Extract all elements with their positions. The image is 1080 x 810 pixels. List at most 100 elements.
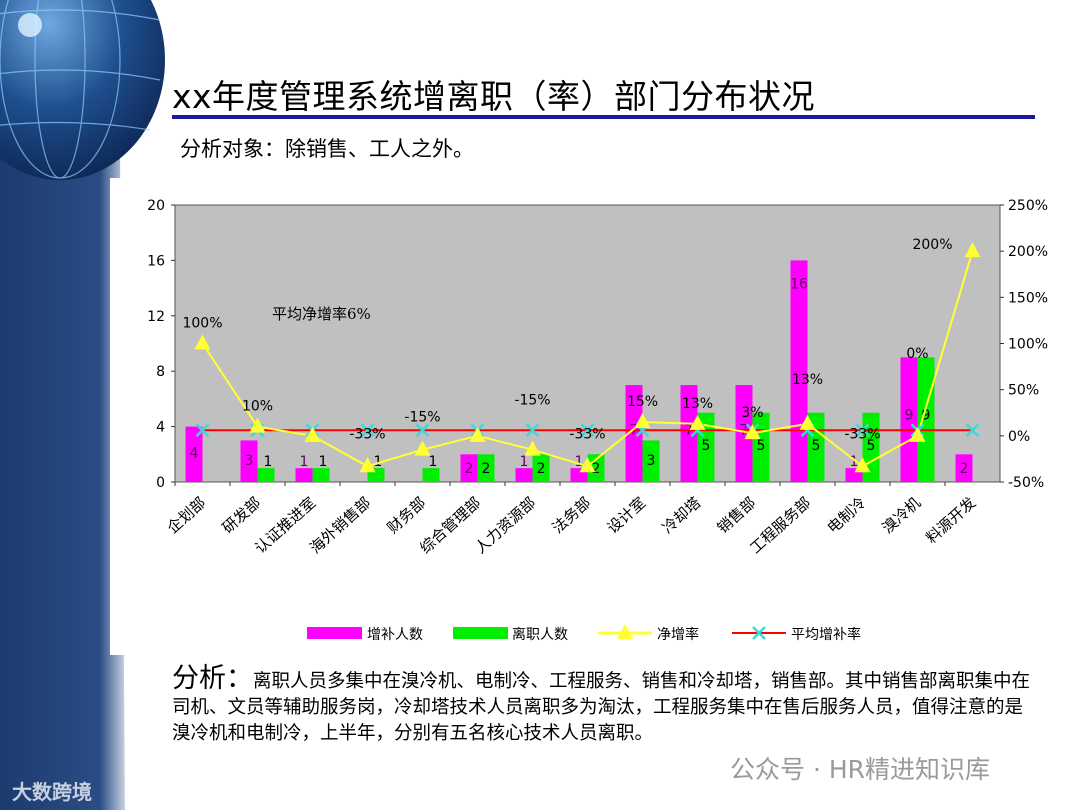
- hires-data-label: 1: [300, 454, 309, 470]
- wechat-watermark: 公众号 · HR精进知识库: [730, 755, 991, 784]
- hires-bar: [240, 440, 258, 482]
- x-axis-category-label: 料源开发: [923, 494, 980, 548]
- legend-label-net-rate: 净增率: [657, 626, 699, 643]
- leavers-bar: [477, 454, 495, 482]
- legend-swatch-leavers: [453, 627, 508, 639]
- legend-triangle-icon: [617, 624, 633, 639]
- net-rate-data-label: -33%: [844, 426, 880, 442]
- right-axis-tick-label: 150%: [1008, 290, 1048, 306]
- analysis-body: 离职人员多集中在溴冷机、电制冷、工程服务、销售和冷却塔，销售部。其中销售部离职集…: [172, 672, 1031, 744]
- net-rate-data-label: -15%: [404, 410, 440, 426]
- leavers-data-label: 3: [647, 453, 656, 469]
- right-axis-tick-label: 100%: [1008, 337, 1048, 353]
- hires-data-label: 1: [575, 454, 584, 470]
- leavers-data-label: 2: [482, 461, 491, 477]
- leavers-data-label: 9: [922, 407, 931, 423]
- x-axis-category-label: 冷却塔: [659, 494, 704, 537]
- hires-data-label: 3: [245, 453, 254, 469]
- analysis-text: 分析：离职人员多集中在溴冷机、电制冷、工程服务、销售和冷却塔，销售部。其中销售部…: [172, 665, 1032, 747]
- net-rate-marker: [909, 426, 926, 442]
- left-blue-strip: [0, 150, 125, 810]
- hires-bar: [955, 454, 973, 482]
- net-rate-marker: [524, 440, 541, 456]
- net-rate-marker: [964, 242, 981, 258]
- avg-rate-marker: [855, 423, 870, 438]
- legend-label-leavers: 离职人数: [512, 626, 568, 643]
- net-rate-marker: [689, 414, 706, 430]
- legend-x-icon: [752, 626, 766, 640]
- net-rate-data-label: -33%: [349, 426, 385, 442]
- hires-data-label: 9: [905, 407, 914, 423]
- hires-bar: [680, 385, 698, 482]
- leavers-data-label: 5: [867, 438, 876, 454]
- legend-label-avg-rate: 平均增补率: [791, 626, 861, 643]
- x-axis-category-label: 销售部: [714, 494, 759, 537]
- leavers-bar: [917, 357, 935, 482]
- analysis-lead: 分析：: [172, 663, 253, 693]
- net-rate-data-label: 15%: [627, 394, 658, 410]
- x-axis-category-label: 电制冷: [824, 494, 869, 537]
- left-axis-tick-label: 16: [147, 253, 165, 269]
- net-rate-data-label: 3%: [741, 405, 763, 421]
- hires-bar: [515, 468, 533, 482]
- avg-rate-marker: [525, 423, 540, 438]
- leavers-bar: [257, 468, 275, 482]
- legend-swatch-hires: [307, 627, 362, 639]
- net-rate-marker: [854, 457, 871, 473]
- hires-data-label: 16: [790, 276, 808, 292]
- net-rate-data-label: -33%: [569, 426, 605, 442]
- left-axis-tick-label: 20: [147, 198, 165, 214]
- net-rate-marker: [304, 426, 321, 442]
- net-rate-marker: [744, 424, 761, 440]
- left-axis-tick-label: 12: [147, 309, 165, 325]
- x-axis-category-label: 海外销售部: [306, 494, 374, 558]
- x-axis-category-label: 人力资源部: [471, 494, 539, 558]
- hires-data-label: 1: [850, 454, 859, 470]
- legend-label-hires: 增补人数: [367, 627, 423, 643]
- net-rate-marker: [634, 412, 651, 428]
- net-rate-data-label: 13%: [682, 396, 713, 412]
- leavers-data-label: 1: [264, 454, 273, 470]
- right-axis-tick-label: 0%: [1008, 429, 1030, 445]
- left-axis-tick-label: 4: [156, 420, 165, 436]
- net-rate-data-label: 0%: [906, 346, 928, 362]
- page-subtitle: 分析对象：除销售、工人之外。: [180, 137, 474, 161]
- leavers-bar: [422, 468, 440, 482]
- avg-rate-marker: [415, 423, 430, 438]
- net-rate-marker: [579, 457, 596, 473]
- leavers-data-label: 5: [812, 438, 821, 454]
- x-axis-category-label: 溴冷机: [879, 494, 924, 537]
- right-axis-tick-label: -50%: [1008, 475, 1044, 491]
- net-rate-data-label: -15%: [514, 393, 550, 409]
- right-axis-tick-label: 250%: [1008, 198, 1048, 214]
- chart: 048121620-50%0%50%100%150%200%250%企划部4研发…: [147, 198, 1048, 643]
- hires-bar: [625, 385, 643, 482]
- hires-bar: [900, 357, 918, 482]
- x-axis-category-label: 研发部: [219, 494, 264, 537]
- hires-bar: [735, 385, 753, 482]
- x-axis-category-label: 企划部: [164, 494, 209, 537]
- net-rate-data-label: 13%: [792, 372, 823, 388]
- leavers-data-label: 1: [319, 454, 328, 470]
- hires-data-label: 2: [465, 461, 474, 477]
- right-axis-tick-label: 200%: [1008, 244, 1048, 260]
- net-rate-marker: [414, 440, 431, 456]
- x-axis-category-label: 法务部: [549, 494, 594, 537]
- leavers-data-label: 2: [592, 461, 601, 477]
- leavers-data-label: 1: [429, 454, 438, 470]
- avg-rate-marker: [360, 423, 375, 438]
- x-axis-category-label: 财务部: [384, 494, 429, 537]
- brand-watermark: 大数跨境: [12, 780, 92, 804]
- right-axis-tick-label: 50%: [1008, 383, 1039, 399]
- hires-bar: [295, 468, 313, 482]
- leavers-data-label: 5: [702, 438, 711, 454]
- leavers-bar: [312, 468, 330, 482]
- page-title: xx年度管理系统增离职（率）部门分布状况: [172, 77, 816, 116]
- net-rate-marker: [194, 334, 211, 350]
- hires-bar: [460, 454, 478, 482]
- hires-data-label: 4: [190, 446, 199, 462]
- left-axis-tick-label: 8: [156, 364, 165, 380]
- avg-rate-marker: [965, 423, 980, 438]
- net-rate-data-label: 100%: [182, 316, 222, 332]
